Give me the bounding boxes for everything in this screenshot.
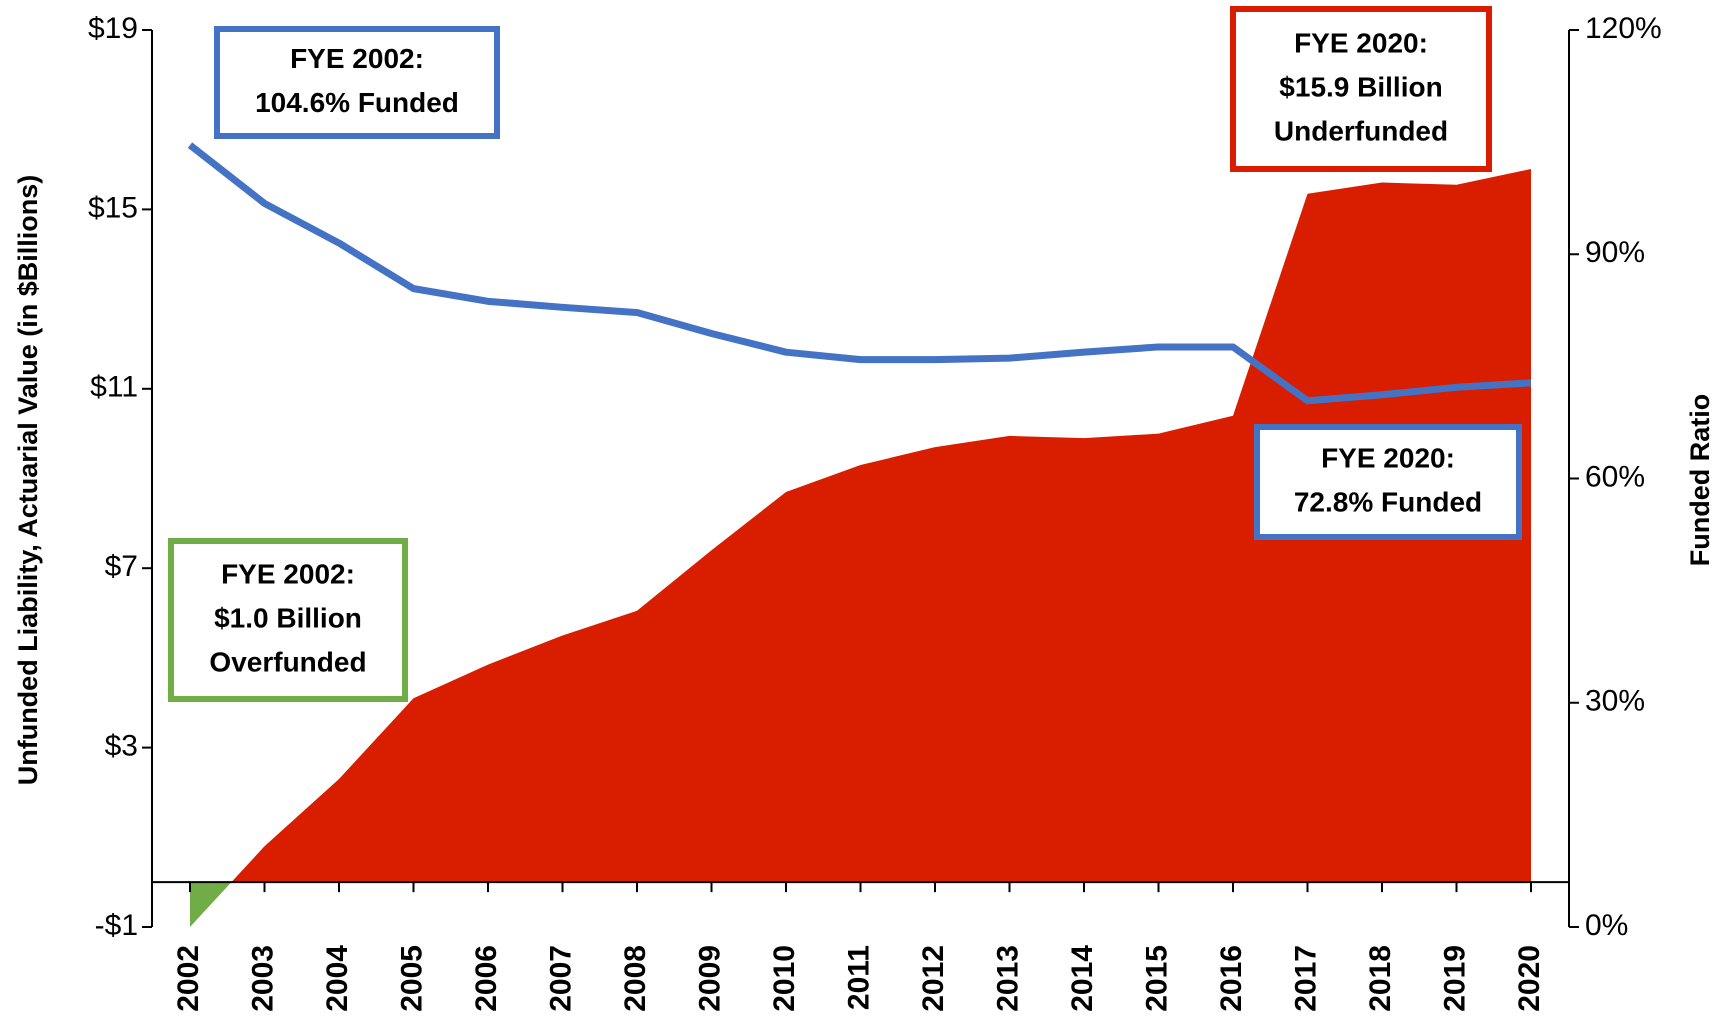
overfunded-area bbox=[190, 882, 232, 927]
y-tick-label: $19 bbox=[88, 12, 138, 45]
annotation-text: FYE 2002: bbox=[290, 43, 424, 74]
annotation-box bbox=[1230, 6, 1492, 172]
y2-tick-label: 0% bbox=[1585, 909, 1628, 942]
y2-tick-label: 120% bbox=[1585, 12, 1662, 45]
annotation-text: FYE 2020: bbox=[1321, 442, 1455, 473]
x-tick-label: 2007 bbox=[544, 945, 577, 1012]
unfunded-area bbox=[190, 169, 1531, 883]
annotation-box bbox=[214, 26, 500, 139]
x-tick-label: 2003 bbox=[246, 945, 279, 1012]
y-tick-label: -$1 bbox=[95, 909, 138, 942]
y-tick-label: $15 bbox=[88, 191, 138, 224]
y2-tick-label: 60% bbox=[1585, 460, 1645, 493]
x-tick-label: 2004 bbox=[321, 945, 354, 1012]
x-tick-label: 2014 bbox=[1066, 945, 1099, 1012]
x-tick-label: 2017 bbox=[1289, 945, 1322, 1012]
x-tick-label: 2019 bbox=[1438, 945, 1471, 1012]
annotation-text: FYE 2020: bbox=[1294, 27, 1428, 58]
annotation-text: $1.0 Billion bbox=[214, 602, 362, 633]
y-tick-label: $7 bbox=[105, 550, 138, 583]
x-tick-label: 2018 bbox=[1364, 945, 1397, 1012]
y2-axis-title: Funded Ratio bbox=[1685, 394, 1715, 566]
annotation-text: 104.6% Funded bbox=[255, 87, 459, 118]
annotation-box bbox=[1254, 424, 1522, 540]
y-axis-title: Unfunded Liability, Actuarial Value (in … bbox=[13, 175, 43, 786]
annotation-text: $15.9 Billion bbox=[1279, 71, 1442, 102]
y-tick-label: $11 bbox=[90, 371, 138, 404]
annotation-text: 72.8% Funded bbox=[1294, 486, 1482, 517]
annotation-text: FYE 2002: bbox=[221, 558, 355, 589]
funded-ratio-line bbox=[187, 142, 1532, 405]
annotation-text: Overfunded bbox=[209, 646, 366, 677]
x-tick-label: 2008 bbox=[619, 945, 652, 1012]
y2-tick-label: 30% bbox=[1585, 685, 1645, 718]
annotation-text: Underfunded bbox=[1274, 115, 1448, 146]
x-tick-label: 2011 bbox=[842, 945, 875, 1010]
x-tick-label: 2009 bbox=[693, 945, 726, 1012]
y-tick-label: $3 bbox=[105, 730, 138, 763]
annotation-box bbox=[168, 538, 408, 702]
x-tick-label: 2015 bbox=[1140, 945, 1173, 1012]
x-tick-label: 2006 bbox=[470, 945, 503, 1012]
y2-tick-label: 90% bbox=[1585, 236, 1645, 269]
x-tick-label: 2002 bbox=[172, 945, 205, 1012]
x-tick-label: 2010 bbox=[768, 945, 801, 1012]
x-tick-label: 2005 bbox=[395, 945, 428, 1012]
x-tick-label: 2016 bbox=[1215, 945, 1248, 1012]
x-tick-label: 2020 bbox=[1513, 945, 1546, 1012]
x-tick-label: 2013 bbox=[991, 945, 1024, 1012]
x-tick-label: 2012 bbox=[917, 945, 950, 1012]
